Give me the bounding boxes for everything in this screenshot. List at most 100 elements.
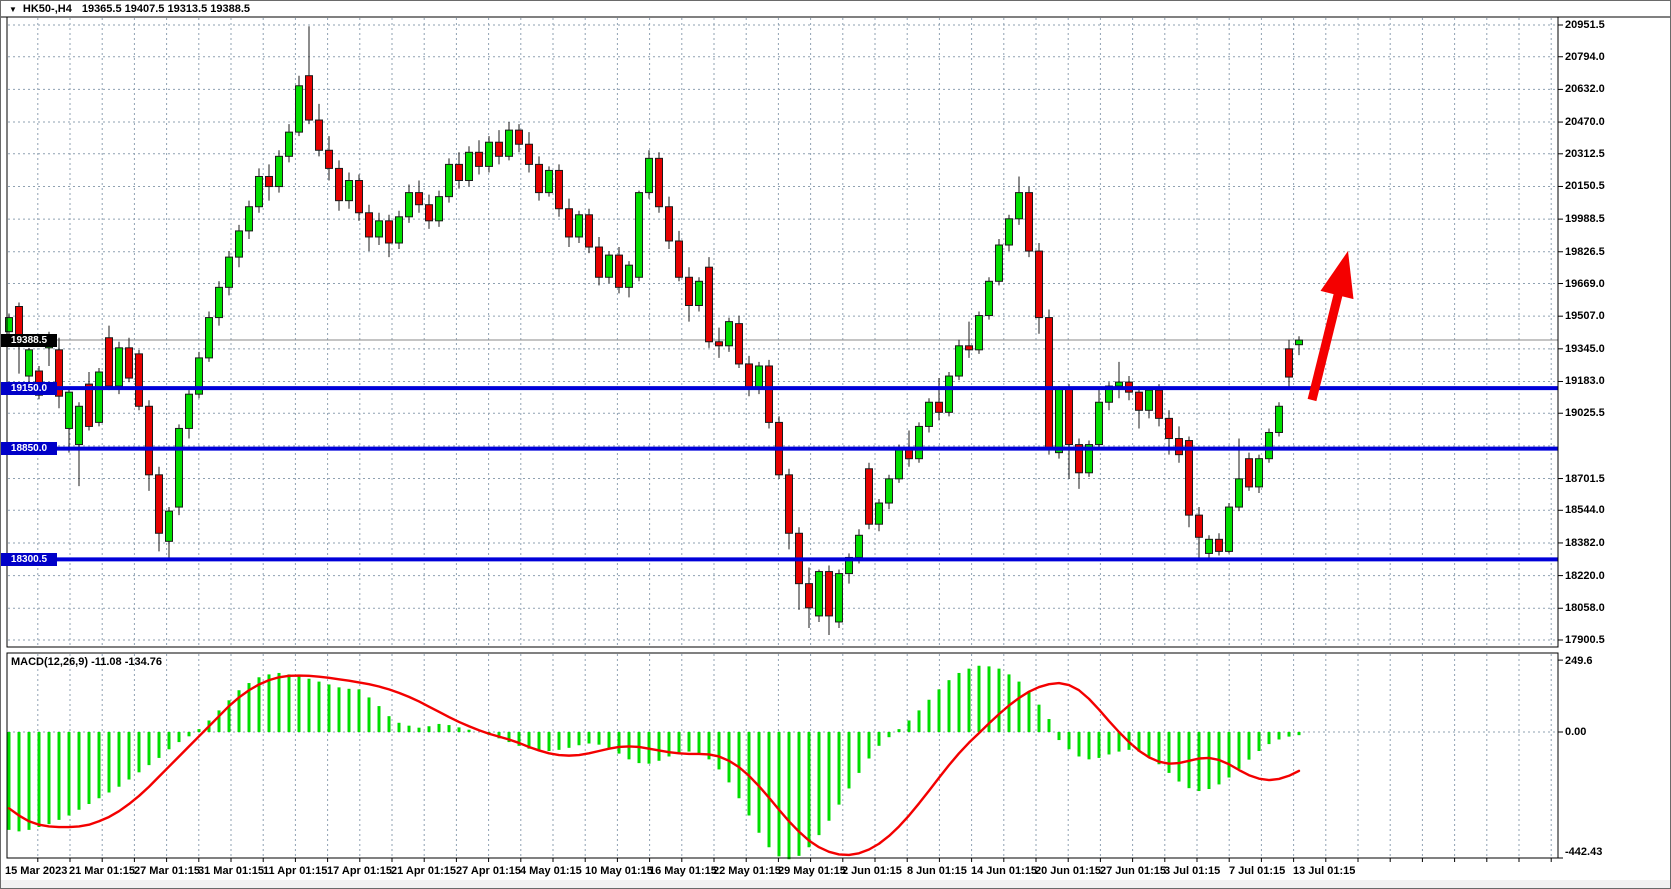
candle-bullish xyxy=(255,175,263,208)
candle-bullish xyxy=(875,502,883,525)
candle-bullish xyxy=(295,85,303,133)
candle-bearish xyxy=(105,337,113,387)
trend-arrow-shaft[interactable] xyxy=(1307,289,1344,402)
candle-bullish xyxy=(995,244,1003,282)
candle-bearish xyxy=(125,347,133,379)
trend-arrow-head[interactable] xyxy=(1320,251,1354,300)
candle-bearish xyxy=(595,246,603,278)
candle-bullish xyxy=(45,341,53,349)
candle-bearish xyxy=(865,468,873,525)
candle-bearish xyxy=(655,157,663,208)
candle-bullish xyxy=(465,151,473,182)
candle-bullish xyxy=(815,571,823,617)
candle-bearish xyxy=(715,341,723,347)
candle-bullish xyxy=(195,357,203,395)
chart-title: ▼ HK50-,H4 19365.5 19407.5 19313.5 19388… xyxy=(9,2,250,16)
candle-bullish xyxy=(75,405,83,446)
candle-bullish xyxy=(1085,444,1093,474)
candle-bearish xyxy=(385,220,393,244)
candle-bullish xyxy=(1295,339,1303,346)
candle-bearish xyxy=(335,167,343,202)
candle-bullish xyxy=(725,321,733,347)
candle-bullish xyxy=(165,510,173,542)
candle-bearish xyxy=(1245,458,1253,488)
candle-bullish xyxy=(575,214,583,238)
candle-bullish xyxy=(285,131,293,157)
candle-bullish xyxy=(1255,458,1263,488)
candle-bullish xyxy=(485,141,493,167)
candle-bearish xyxy=(265,175,273,188)
candle-bearish xyxy=(1165,417,1173,440)
candle-bullish xyxy=(95,371,103,423)
candle-bullish xyxy=(635,192,643,278)
macd-panel-border xyxy=(6,652,1559,859)
candle-bearish xyxy=(475,151,483,167)
candle-bullish xyxy=(1005,218,1013,246)
candle-bullish xyxy=(895,448,903,480)
candle-bearish xyxy=(765,365,773,423)
candle-bullish xyxy=(955,345,963,377)
candle-bearish xyxy=(305,75,313,121)
candle-bearish xyxy=(535,163,543,194)
candle-bearish xyxy=(565,208,573,238)
candle-bearish xyxy=(685,276,693,306)
candle-bearish xyxy=(555,169,563,210)
candle-bearish xyxy=(425,204,433,222)
candle-bullish xyxy=(245,206,253,232)
candle-bullish xyxy=(65,391,73,429)
candle-bullish xyxy=(855,534,863,558)
candle-bullish xyxy=(755,365,763,389)
candle-bullish xyxy=(975,315,983,351)
candle-bearish xyxy=(745,363,753,389)
candle-bearish xyxy=(1035,250,1043,319)
candle-bearish xyxy=(965,345,973,351)
candle-bearish xyxy=(415,192,423,206)
candle-bearish xyxy=(1175,438,1183,456)
ohlc-values: 19365.5 19407.5 19313.5 19388.5 xyxy=(81,3,251,15)
candle-bearish xyxy=(1075,444,1083,474)
candle-bearish xyxy=(1155,389,1163,419)
candle-bearish xyxy=(495,141,503,157)
candle-bullish xyxy=(115,347,123,387)
candle-bullish xyxy=(885,478,893,504)
collapse-triangle-icon[interactable]: ▼ xyxy=(9,4,17,14)
candle-bullish xyxy=(695,280,703,306)
candle-bullish xyxy=(625,264,633,288)
candle-bullish xyxy=(215,286,223,319)
candle-bullish xyxy=(1265,431,1273,460)
candle-bearish xyxy=(145,405,153,476)
candle-bullish xyxy=(185,393,193,429)
candle-bullish xyxy=(225,256,233,288)
candle-bullish xyxy=(345,180,353,202)
candle-bearish xyxy=(935,401,943,413)
candle-bearish xyxy=(1185,440,1193,516)
candle-bearish xyxy=(315,119,323,151)
candle-bullish xyxy=(605,254,613,278)
candle-bullish xyxy=(235,230,243,258)
candle-bearish xyxy=(1195,514,1203,538)
candle-bullish xyxy=(25,349,33,377)
candle-bullish xyxy=(925,401,933,427)
candle-bullish xyxy=(175,427,183,508)
candle-bullish xyxy=(205,317,213,359)
symbol-timeframe-label: HK50-,H4 xyxy=(22,3,72,15)
candle-bearish xyxy=(85,383,93,427)
candle-bullish xyxy=(1205,538,1213,554)
candle-bullish xyxy=(435,196,443,222)
candle-bullish xyxy=(445,163,453,198)
candle-bullish xyxy=(1095,401,1103,446)
candle-bearish xyxy=(525,143,533,165)
candle-bearish xyxy=(1135,391,1143,411)
candle-bearish xyxy=(805,583,813,609)
candle-bearish xyxy=(325,149,333,169)
candle-bullish xyxy=(405,192,413,218)
candle-bullish xyxy=(1015,192,1023,220)
candle-bearish xyxy=(515,129,523,145)
candle-bullish xyxy=(985,280,993,317)
candle-bullish xyxy=(915,425,923,460)
candle-bearish xyxy=(1285,348,1293,378)
candle-bearish xyxy=(705,266,713,343)
candle-bullish xyxy=(1235,478,1243,508)
